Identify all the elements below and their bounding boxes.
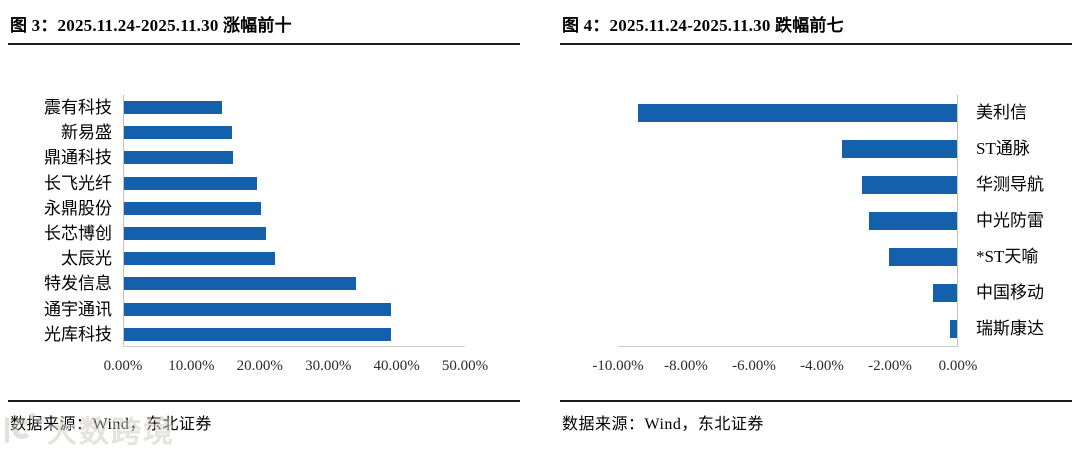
bar-row [618,239,957,275]
x-tick-label: 30.00% [305,358,352,374]
category-label: 中国移动 [976,283,1044,302]
x-tick-label: 20.00% [236,358,283,374]
category-label: 光库科技 [44,324,112,344]
bar-row [124,196,465,221]
bar-row [618,203,957,239]
bar-row [124,171,465,196]
value-axis: 0.00% 10.00% 20.00% 30.00% 40.00% 50.00% [104,356,489,378]
bar-row [618,167,957,203]
bar-row [124,95,465,120]
x-tick-label: 0.00% [103,358,143,374]
category-axis: 美利信 ST通脉华测导航中光防雷 *ST天喻中国移动瑞斯康达 [976,95,1072,347]
bar-row [124,246,465,271]
gainers-chart: 图 3：2025.11.24-2025.11.30 涨幅前十 震有科技新易盛鼎通… [8,8,520,446]
bar [124,201,262,215]
bar-row [618,311,957,347]
bar-row [618,131,957,167]
bar-row [618,275,957,311]
losers-chart: 图 4：2025.11.24-2025.11.30 跌幅前七 美利信 ST通脉华测… [560,8,1072,446]
category-label: 长芯博创 [44,223,112,243]
data-source-note: 数据来源：Wind，东北证券 [560,400,1072,434]
x-tick-label: -10.00% [592,358,644,374]
bar-row [618,95,957,131]
bar [124,151,234,165]
category-label: 瑞斯康达 [976,319,1044,338]
bar [862,176,957,194]
value-axis: -10.00% -8.00% -6.00% -4.00% -2.00% 0.00% [592,356,977,378]
bar [124,277,356,291]
bar [124,176,257,190]
bar [124,252,275,266]
bar [868,212,957,230]
category-label: 长飞光纤 [44,173,112,193]
category-label: 鼎通科技 [44,148,112,168]
bar [124,126,233,140]
plot-area [123,95,465,347]
bar [889,248,957,266]
x-tick-label: 0.00% [938,358,978,374]
category-label: 新易盛 [61,123,112,143]
bar-row [124,120,465,145]
x-tick-label: 10.00% [168,358,215,374]
category-label: *ST天喻 [976,247,1039,266]
bar [950,320,957,338]
bar [638,104,957,122]
category-label: 华测导航 [976,175,1044,194]
x-tick-label: 40.00% [373,358,420,374]
chart-title: 图 4：2025.11.24-2025.11.30 跌幅前七 [560,8,1072,45]
bar-row [124,145,465,170]
bar-row [124,271,465,296]
category-label: ST通脉 [976,139,1030,158]
category-label: 太辰光 [61,249,112,269]
x-tick-label: -8.00% [664,358,708,374]
bar [124,302,391,316]
category-label: 特发信息 [44,274,112,294]
category-label: 中光防雷 [976,211,1044,230]
bar-row [124,297,465,322]
chart-title: 图 3：2025.11.24-2025.11.30 涨幅前十 [8,8,520,45]
bar [124,227,266,241]
bar-row [124,221,465,246]
plot-area [618,95,958,347]
category-label: 美利信 [976,103,1027,122]
data-source-note: 数据来源：Wind，东北证券 [8,400,520,434]
category-label: 永鼎股份 [44,198,112,218]
bar [124,327,392,341]
x-tick-label: 50.00% [441,358,489,374]
category-label: 震有科技 [44,98,112,117]
bar-row [124,322,465,347]
bar [933,284,957,302]
x-tick-label: -4.00% [800,358,844,374]
x-tick-label: -6.00% [732,358,776,374]
bar [841,140,957,158]
x-tick-label: -2.00% [868,358,912,374]
bar [124,101,223,115]
category-label: 通宇通讯 [44,299,112,319]
category-axis: 震有科技新易盛鼎通科技长飞光纤永鼎股份长芯博创太辰光特发信息通宇通讯光库科技 [8,95,112,347]
